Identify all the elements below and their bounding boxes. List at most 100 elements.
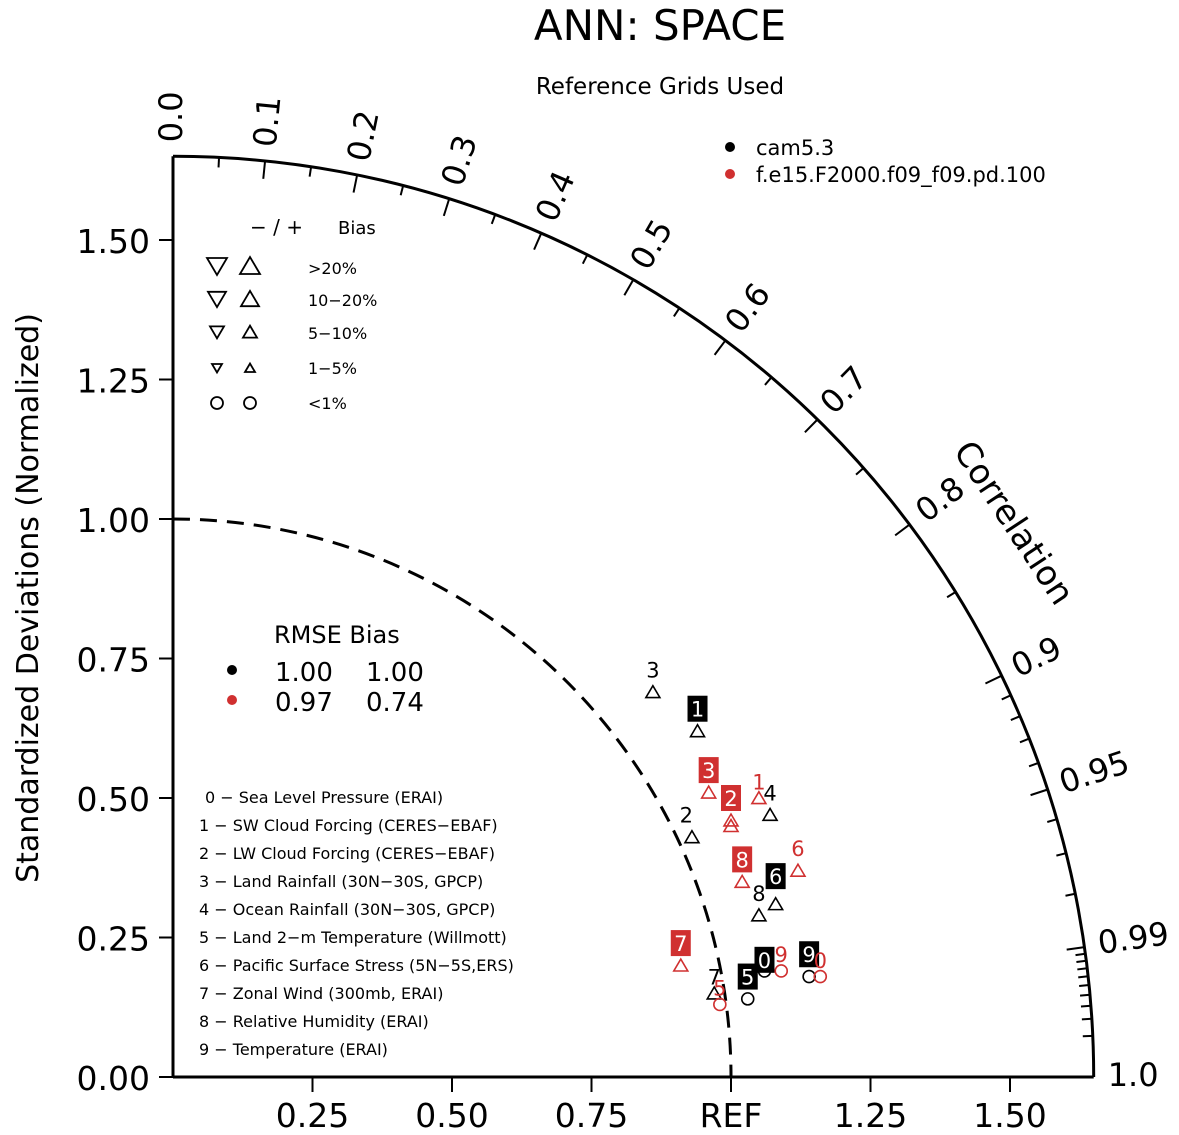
point-label-box [670, 930, 691, 957]
point-number-label: 7 [674, 932, 687, 956]
data-point-marker [722, 812, 740, 827]
correlation-tick [984, 674, 1003, 685]
data-point-marker [722, 818, 740, 833]
data-point-marker [713, 997, 727, 1012]
legend-swatch-cam [725, 142, 735, 152]
correlation-tick [623, 279, 635, 296]
correlation-tick [1030, 788, 1048, 797]
correlation-axis-label: Correlation [945, 434, 1082, 613]
correlation-tick [490, 214, 497, 225]
point-number-label: 4 [763, 781, 776, 805]
point-number-label: 5 [741, 966, 754, 990]
rmse-table-header: RMSE Bias [274, 621, 400, 649]
bias-symbol-negative [210, 363, 224, 375]
correlation-label: 0.7 [812, 358, 875, 421]
point-number-label: 1 [691, 698, 704, 722]
point-number-label: 2 [724, 787, 737, 811]
correlation-tick [308, 166, 313, 177]
point-number-label: 2 [680, 804, 693, 828]
correlation-tick [1010, 715, 1021, 721]
variable-item: 2 − LW Cloud Forcing (CERES−EBAF) [199, 844, 495, 863]
variable-item: 5 − Land 2−m Temperature (Willmott) [199, 928, 507, 947]
point-number-label: 5 [713, 977, 726, 1001]
point-number-label: 9 [775, 943, 788, 967]
variable-item: 1 − SW Cloud Forcing (CERES−EBAF) [199, 816, 498, 835]
point-number-label: 1 [752, 770, 765, 794]
variable-item: 7 − Zonal Wind (300mb, ERAI) [199, 984, 443, 1003]
bias-legend-symbols [205, 255, 262, 410]
correlation-tick [1078, 975, 1089, 979]
bias-symbol-positive [238, 255, 262, 275]
data-markers [644, 684, 828, 1012]
point-number-label: 0 [758, 949, 771, 973]
data-point-marker [813, 969, 828, 984]
bias-symbol-negative [205, 257, 229, 277]
legend-label-fe15: f.e15.F2000.f09_f09.pd.100 [756, 163, 1046, 188]
rmse-value: 0.97 [275, 688, 333, 718]
data-point-marker [750, 907, 768, 922]
bias-symbol-negative [208, 325, 226, 341]
correlation-label: 0.3 [433, 131, 485, 191]
point-number-label: 8 [752, 882, 765, 906]
point-number-label: 8 [735, 848, 748, 872]
rmse-value: 1.00 [275, 658, 333, 688]
correlation-tick [1028, 761, 1039, 768]
correlation-tick [1080, 1004, 1092, 1008]
x-tick-label: 0.50 [415, 1096, 488, 1135]
point-number-label: 6 [791, 837, 804, 861]
correlation-tick [946, 591, 957, 599]
data-point-marker [644, 684, 662, 699]
correlation-tick [442, 198, 451, 217]
correlation-tick [1056, 852, 1067, 857]
bias-legend-title: Bias [338, 218, 376, 239]
variable-list: 0 − Sea Level Pressure (ERAI) 1 − SW Clo… [199, 788, 514, 1059]
correlation-tick [1046, 818, 1058, 823]
bias-row-label: 5−10% [308, 324, 367, 343]
correlation-label: 0.4 [528, 165, 583, 227]
variable-item: 0 − Sea Level Pressure (ERAI) [205, 788, 443, 807]
x-tick-label: 1.25 [834, 1096, 907, 1135]
bias-symbol-negative [210, 396, 224, 410]
bias-symbol-positive [243, 396, 257, 410]
y-tick-label: 0.75 [77, 641, 150, 680]
chart-title: ANN: SPACE [534, 1, 786, 50]
correlation-tick [1066, 946, 1085, 951]
y-tick-label: 1.25 [77, 362, 150, 401]
correlation-tick [894, 523, 911, 537]
y-tick-label: 0.25 [77, 920, 150, 959]
variable-item: 9 − Temperature (ERAI) [199, 1040, 388, 1059]
correlation-tick [581, 254, 589, 265]
data-point-marker [705, 985, 723, 1000]
correlation-tick [1001, 694, 1012, 701]
correlation-tick [1075, 952, 1086, 957]
data-point-marker [789, 862, 807, 877]
bias-symbol-positive [239, 289, 261, 308]
correlation-tick [352, 174, 359, 193]
x-tick-label: REF [700, 1096, 763, 1135]
point-number-label: 6 [769, 865, 782, 889]
correlation-label: 0.0 [152, 91, 190, 142]
correlation-label: 0.99 [1095, 914, 1171, 962]
correlation-tick [855, 467, 865, 476]
correlation-label: 0.95 [1054, 743, 1134, 801]
point-number-label: 3 [702, 759, 715, 783]
axes: 0.000.250.500.751.001.251.500.25 0.50 0.75… [77, 91, 1172, 1135]
data-point-marker [774, 964, 789, 978]
rmse-swatch-cam [227, 665, 237, 675]
y-tick-label: 0.50 [77, 780, 150, 819]
variable-item: 6 − Pacific Surface Stress (5N−5S,ERS) [199, 956, 514, 975]
data-point-marker [733, 873, 751, 889]
model-legend: cam5.3 f.e15.F2000.f09_f09.pd.100 [725, 136, 1046, 188]
x-tick-label: 1.50 [973, 1096, 1046, 1135]
point-number-label: 0 [814, 949, 827, 973]
point-label-box [799, 941, 820, 968]
y-tick-label: 1.50 [77, 222, 150, 261]
correlation-tick [804, 418, 819, 434]
correlation-label: 0.9 [1005, 629, 1067, 685]
y-tick-label: 0.00 [77, 1059, 150, 1098]
correlation-tick [673, 307, 681, 317]
correlation-label: 0.5 [622, 213, 680, 276]
variable-item: 3 − Land Rainfall (30N−30S, GPCP) [199, 872, 483, 891]
bias-legend-sign: − / + [250, 215, 303, 239]
bias-symbol-positive [241, 323, 259, 339]
